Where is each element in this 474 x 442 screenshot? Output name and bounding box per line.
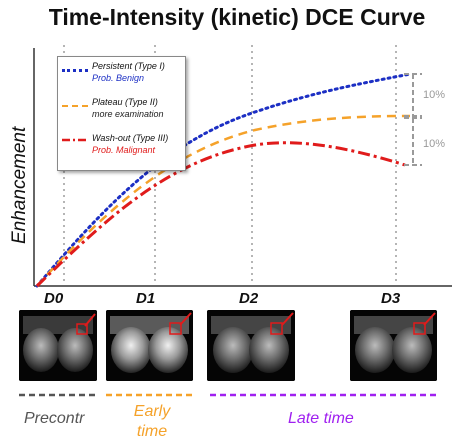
legend-swatch-persistent xyxy=(62,69,88,72)
curve-persistent xyxy=(35,72,412,288)
difference-label-lower: 10% xyxy=(423,138,446,150)
bracket-upper xyxy=(404,73,422,117)
legend-type-persistent: Persistent (Type I) xyxy=(92,61,165,71)
phase-label-early: Early time xyxy=(133,403,171,440)
legend-swatch-plateau xyxy=(62,105,88,107)
legend-meaning-washout: Prob. Malignant xyxy=(92,145,156,155)
legend-entry-plateau: Plateau (Type II) more examination xyxy=(58,97,185,131)
dce-curve-plot xyxy=(33,45,452,288)
phase-label-late: Late time xyxy=(288,410,354,427)
chart-title: Time-Intensity (kinetic) DCE Curve xyxy=(48,4,426,30)
curve-plateau xyxy=(36,114,411,287)
bracket-lower xyxy=(404,117,422,166)
legend-type-plateau: Plateau (Type II) xyxy=(92,97,158,107)
mri-image-d0 xyxy=(19,310,97,381)
legend-swatch-washout xyxy=(62,138,88,142)
phase-label-precontrast: Precontr xyxy=(24,410,85,427)
legend-entry-washout: Wash-out (Type III) Prob. Malignant xyxy=(58,133,185,167)
breast-mri-scan-icon xyxy=(19,310,97,381)
difference-label-upper: 10% xyxy=(423,89,446,101)
breast-mri-scan-icon xyxy=(350,310,437,381)
time-label-d2: D2 xyxy=(239,290,259,307)
breast-mri-scan-icon xyxy=(207,310,295,381)
time-label-d3: D3 xyxy=(381,290,401,307)
legend-meaning-plateau: more examination xyxy=(92,109,164,119)
breast-mri-scan-icon xyxy=(106,310,193,381)
phase-bars xyxy=(19,393,440,397)
mri-image-d3 xyxy=(350,310,437,381)
time-label-d0: D0 xyxy=(44,290,64,307)
legend: Persistent (Type I) Prob. Benign Plateau… xyxy=(57,56,186,171)
legend-meaning-persistent: Prob. Benign xyxy=(92,73,145,83)
legend-entry-persistent: Persistent (Type I) Prob. Benign xyxy=(58,61,185,95)
mri-image-d2 xyxy=(207,310,295,381)
y-axis-label: Enhancement xyxy=(9,126,30,244)
mri-image-d1 xyxy=(106,310,193,381)
curve-washout xyxy=(35,141,406,288)
legend-type-washout: Wash-out (Type III) xyxy=(92,133,169,143)
time-label-d1: D1 xyxy=(136,290,156,307)
